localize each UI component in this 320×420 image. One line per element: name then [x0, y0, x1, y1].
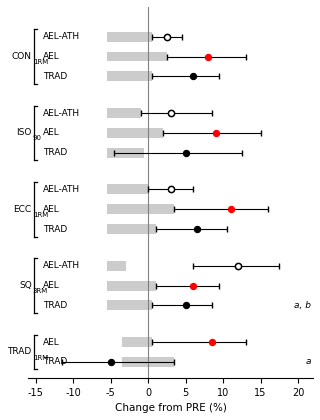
Text: TRAD: TRAD	[43, 148, 68, 157]
Text: ISO: ISO	[16, 129, 32, 137]
X-axis label: Change from PRE (%): Change from PRE (%)	[115, 403, 227, 413]
Text: AEL: AEL	[43, 129, 60, 137]
Text: TRAD: TRAD	[43, 225, 68, 234]
Text: TRAD: TRAD	[7, 347, 32, 357]
Text: a, b: a, b	[294, 301, 311, 310]
Text: AEL-ATH: AEL-ATH	[43, 185, 80, 194]
Text: TRAD: TRAD	[43, 72, 68, 81]
Text: ECC: ECC	[13, 205, 32, 214]
Bar	[122, 337, 152, 347]
Bar	[107, 108, 141, 118]
Text: AEL-ATH: AEL-ATH	[43, 32, 80, 41]
Text: 3RM: 3RM	[33, 288, 48, 294]
Bar	[107, 184, 148, 194]
Text: 1RM: 1RM	[33, 354, 48, 360]
Text: CON: CON	[12, 52, 32, 61]
Text: AEL: AEL	[43, 281, 60, 290]
Text: AEL-ATH: AEL-ATH	[43, 261, 80, 270]
Bar	[122, 357, 174, 367]
Bar	[107, 52, 167, 61]
Text: SQ: SQ	[19, 281, 32, 290]
Bar	[107, 300, 152, 310]
Bar	[107, 32, 152, 42]
Text: AEL-ATH: AEL-ATH	[43, 108, 80, 118]
Text: 1RM: 1RM	[33, 212, 48, 218]
Bar	[107, 71, 152, 81]
Text: AEL: AEL	[43, 338, 60, 346]
Text: 1RM: 1RM	[33, 59, 48, 65]
Text: a: a	[305, 357, 311, 366]
Text: AEL: AEL	[43, 52, 60, 61]
Text: 90: 90	[33, 135, 42, 142]
Bar	[107, 261, 126, 271]
Bar	[107, 281, 156, 291]
Bar	[107, 148, 144, 158]
Bar	[107, 224, 156, 234]
Text: TRAD: TRAD	[43, 357, 68, 366]
Bar	[107, 128, 163, 138]
Bar	[107, 204, 174, 214]
Text: TRAD: TRAD	[43, 301, 68, 310]
Text: AEL: AEL	[43, 205, 60, 214]
